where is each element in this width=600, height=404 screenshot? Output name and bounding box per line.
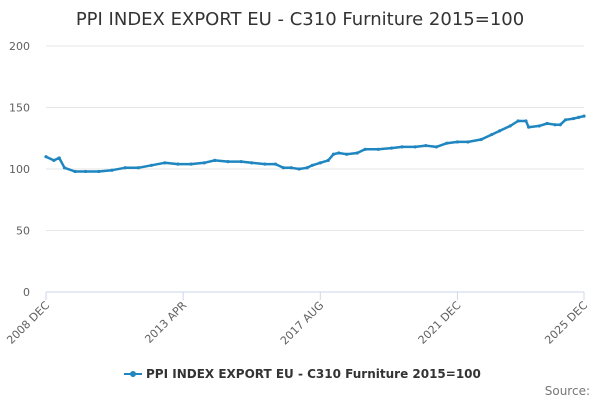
data-point[interactable] xyxy=(479,137,483,142)
data-point[interactable] xyxy=(498,129,502,133)
legend-series-label: PPI INDEX EXPORT EU - C310 Furniture 201… xyxy=(146,367,481,381)
data-point[interactable] xyxy=(400,145,404,149)
y-tick-label: 100 xyxy=(9,163,30,176)
data-point[interactable] xyxy=(136,166,140,170)
data-point[interactable] xyxy=(310,163,314,167)
data-point[interactable] xyxy=(508,124,512,128)
data-point[interactable] xyxy=(318,161,322,165)
data-point[interactable] xyxy=(355,151,359,155)
x-axis-ticks: 2008 DEC 2013 APR 2017 AUG 2021 DEC 2025 DEC xyxy=(4,292,590,347)
data-point[interactable] xyxy=(553,123,557,127)
data-point[interactable] xyxy=(189,162,193,166)
data-point[interactable] xyxy=(226,160,230,164)
data-point[interactable] xyxy=(537,124,541,128)
data-point[interactable] xyxy=(434,145,438,149)
source-label: Source: xyxy=(545,384,590,398)
data-point[interactable] xyxy=(337,151,341,155)
data-point[interactable] xyxy=(455,140,460,144)
data-point[interactable] xyxy=(466,140,470,144)
data-point[interactable] xyxy=(527,125,531,129)
data-point[interactable] xyxy=(149,163,154,167)
data-point[interactable] xyxy=(490,132,494,137)
data-point[interactable] xyxy=(163,161,167,165)
data-point[interactable] xyxy=(62,166,67,170)
data-point[interactable] xyxy=(331,152,336,156)
data-point[interactable] xyxy=(239,160,243,164)
data-point[interactable] xyxy=(73,169,77,174)
data-point[interactable] xyxy=(57,156,61,160)
data-point[interactable] xyxy=(305,166,309,170)
data-point[interactable] xyxy=(273,162,278,166)
y-tick-label: 200 xyxy=(9,40,30,53)
legend-marker xyxy=(130,371,136,377)
data-point[interactable] xyxy=(345,152,349,156)
x-tick-label: 2025 DEC xyxy=(542,299,590,347)
data-point[interactable] xyxy=(326,158,330,162)
data-point[interactable] xyxy=(363,147,367,151)
x-tick-label: 2008 DEC xyxy=(4,299,52,347)
series-layer xyxy=(44,114,586,174)
data-point[interactable] xyxy=(413,145,417,149)
data-point[interactable] xyxy=(213,158,217,162)
series-line[interactable] xyxy=(44,114,586,173)
data-point[interactable] xyxy=(110,168,114,172)
data-point[interactable] xyxy=(524,119,528,123)
data-point[interactable] xyxy=(376,147,380,151)
y-tick-label: 0 xyxy=(23,286,30,299)
data-point[interactable] xyxy=(424,144,428,148)
data-point[interactable] xyxy=(281,166,285,170)
data-point[interactable] xyxy=(571,116,576,121)
y-gridlines xyxy=(46,45,584,231)
legend[interactable]: PPI INDEX EXPORT EU - C310 Furniture 201… xyxy=(124,367,481,381)
data-point[interactable] xyxy=(176,162,180,166)
data-point[interactable] xyxy=(44,155,48,159)
x-tick-label: 2021 DEC xyxy=(416,299,464,347)
data-point[interactable] xyxy=(83,169,88,174)
y-axis-ticks: 0 50 100 150 200 xyxy=(9,40,30,299)
data-point[interactable] xyxy=(123,166,127,170)
data-point[interactable] xyxy=(545,121,549,126)
data-point[interactable] xyxy=(202,161,206,165)
data-point[interactable] xyxy=(97,169,101,174)
y-tick-label: 150 xyxy=(9,102,30,115)
y-tick-label: 50 xyxy=(16,225,30,238)
data-point[interactable] xyxy=(445,141,449,145)
x-tick-label: 2013 APR xyxy=(142,299,189,346)
data-point[interactable] xyxy=(52,158,56,162)
data-point[interactable] xyxy=(516,119,520,123)
data-point[interactable] xyxy=(297,167,301,171)
chart-title: PPI INDEX EXPORT EU - C310 Furniture 201… xyxy=(76,9,524,30)
data-point[interactable] xyxy=(563,118,568,122)
data-point[interactable] xyxy=(250,161,254,165)
data-point[interactable] xyxy=(558,123,562,127)
data-point[interactable] xyxy=(389,146,394,150)
data-point[interactable] xyxy=(582,114,586,118)
data-point[interactable] xyxy=(263,162,267,166)
data-point[interactable] xyxy=(289,166,293,170)
x-tick-label: 2017 AUG xyxy=(278,299,327,348)
data-point[interactable] xyxy=(577,115,581,119)
